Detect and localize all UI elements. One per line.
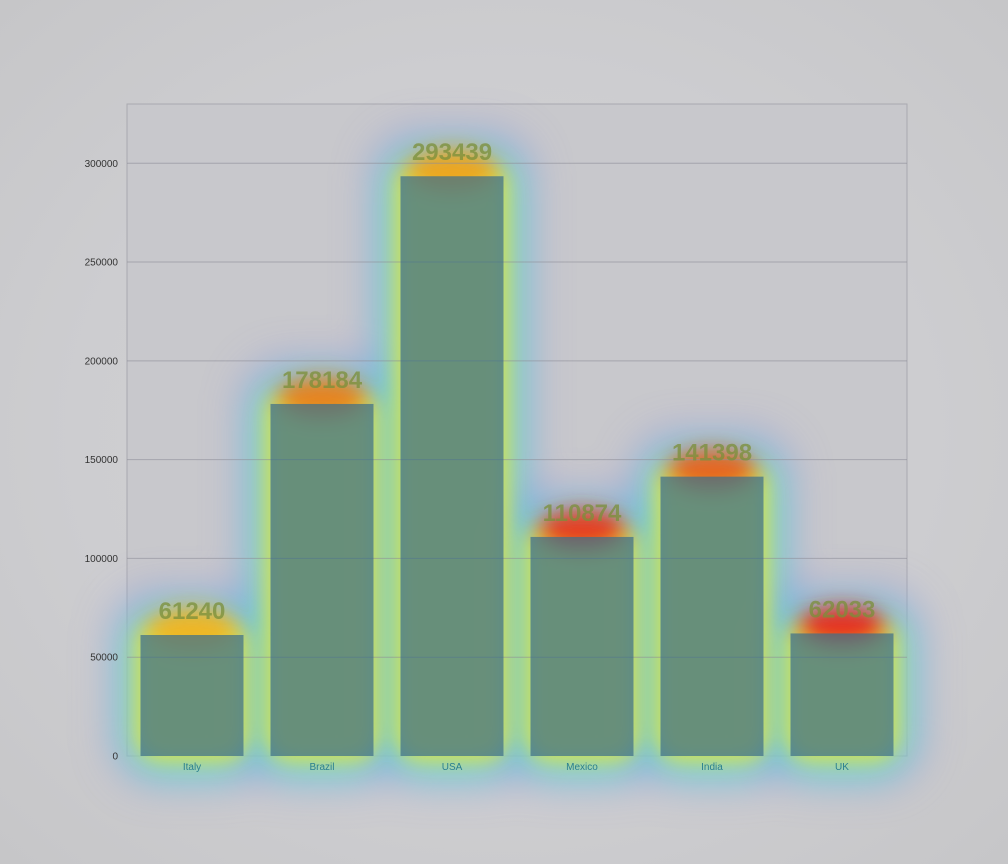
y-tick-label: 250000: [85, 258, 119, 269]
x-tick-label: USA: [442, 762, 463, 773]
y-tick-label: 100000: [85, 554, 119, 565]
data-label: 62033: [809, 596, 876, 623]
x-tick-label: India: [701, 762, 723, 773]
y-tick-label: 200000: [85, 356, 119, 367]
y-tick-label: 150000: [85, 455, 119, 466]
data-label: 293439: [412, 139, 492, 166]
x-axis: Italy Brazil USA Mexico India UK: [183, 762, 849, 773]
bar-brazil: [270, 403, 374, 756]
grid-lines: [127, 162, 907, 658]
data-label: 61240: [159, 598, 226, 625]
data-label: 110874: [543, 500, 622, 527]
x-tick-label: UK: [835, 762, 849, 773]
bar-uk: [790, 633, 894, 756]
bars: [140, 176, 894, 757]
x-tick-label: Brazil: [309, 762, 334, 773]
bar-usa: [400, 176, 504, 757]
x-tick-label: Italy: [183, 762, 201, 773]
y-tick-label: 50000: [90, 653, 118, 664]
bar-india: [660, 476, 764, 756]
data-label: 178184: [282, 367, 363, 394]
y-tick-label: 300000: [85, 159, 119, 170]
data-label: 141398: [672, 440, 752, 467]
x-tick-label: Mexico: [566, 762, 598, 773]
bar-mexico: [530, 536, 634, 756]
data-labels: 61240 178184 293439 110874 141398 62033: [159, 139, 876, 625]
y-tick-label: 0: [112, 752, 118, 763]
bar-italy: [140, 635, 244, 756]
y-axis: 0 50000 100000 150000 200000 250000 300000: [85, 159, 119, 763]
